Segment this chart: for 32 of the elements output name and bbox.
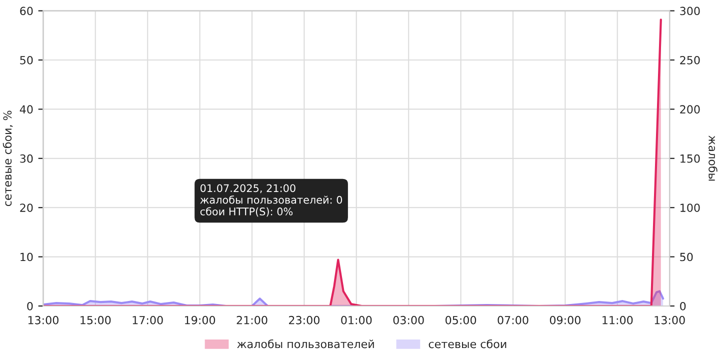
y2-tick-label: 250	[680, 56, 700, 64]
y-axis-title: сетевые сбои, %	[2, 110, 13, 206]
x-tick-label: 17:00	[132, 316, 163, 324]
y-tick-label: 40	[20, 105, 33, 114]
y-tick-label: 60	[20, 6, 33, 16]
x-tick-label: 05:00	[446, 316, 476, 324]
x-tick-label: 21:00	[236, 316, 268, 324]
x-tick-label: 13:00	[28, 316, 58, 324]
x-tick-label: 13:00	[654, 316, 685, 324]
x-tick-label: 19:00	[185, 316, 216, 324]
x-tick-label: 11:00	[602, 316, 633, 324]
y-tick-label: 30	[20, 154, 33, 163]
x-tick-label: 01:00	[341, 316, 372, 324]
x-tick-label: 23:00	[289, 316, 320, 324]
x-tick-label: 15:00	[80, 316, 111, 324]
y-tick-label: 10	[20, 252, 33, 262]
y2-tick-label: 0	[680, 302, 686, 310]
x-tick-label: 03:00	[393, 316, 424, 324]
y-tick-label: 20	[20, 204, 33, 212]
x-tick-label: 09:00	[550, 316, 580, 324]
y2-tick-label: 200	[680, 105, 700, 114]
y2-tick-label: 300	[680, 6, 700, 16]
legend-label: сетевые сбои	[428, 339, 506, 348]
y-tick-label: 0	[27, 302, 33, 310]
y2-axis-title: жалобы	[708, 136, 718, 181]
y2-tick-label: 50	[680, 252, 693, 262]
y-tick-label: 50	[20, 56, 33, 64]
y2-tick-label: 150	[680, 154, 700, 163]
x-tick-label: 07:00	[498, 316, 528, 324]
legend-label: жалобы пользователей	[237, 339, 374, 348]
annotation: 01.07.2025, 21:00 жалобы пользователей: 0 сбои HTTP(S): 0%	[200, 184, 342, 217]
y2-tick-label: 100	[680, 204, 700, 212]
